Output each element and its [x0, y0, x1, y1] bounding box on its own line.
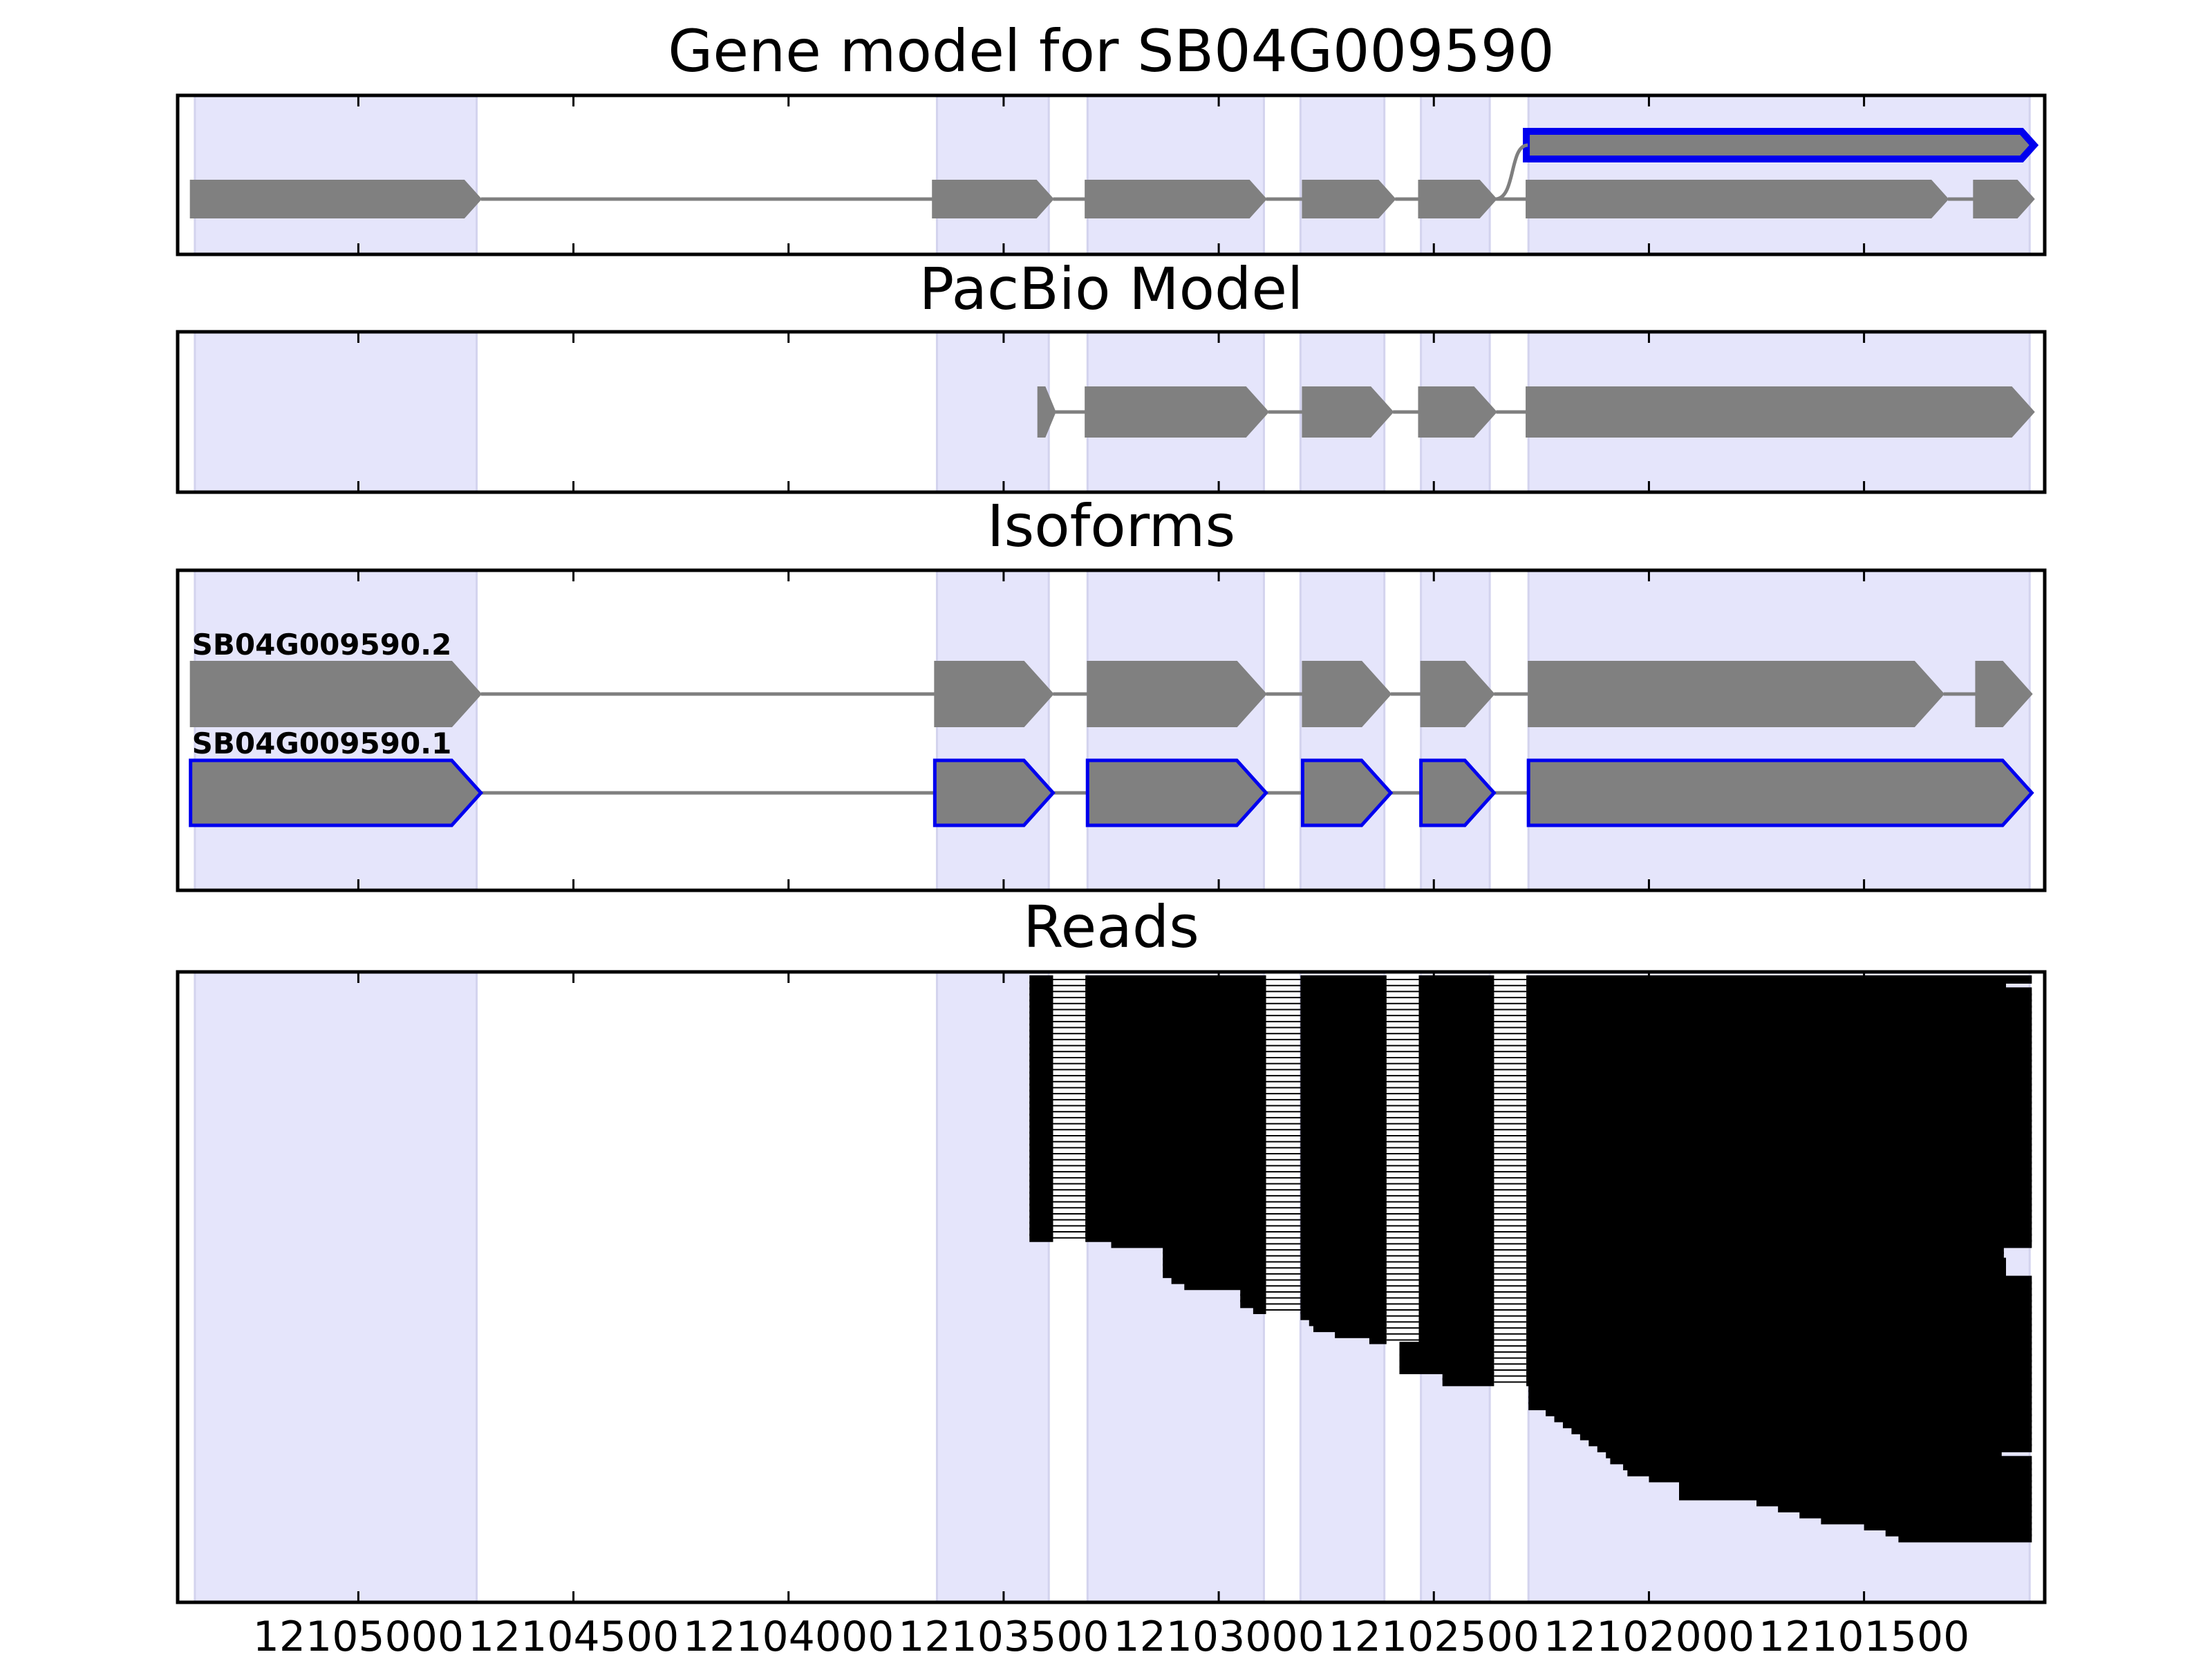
axis-ticks: [357, 95, 1866, 1602]
exon-block: [1418, 386, 1497, 438]
exon-block: [1526, 386, 2035, 438]
shaded-region: [194, 569, 478, 892]
isoform-connector: [1494, 143, 1528, 201]
exon-block: [1302, 180, 1396, 218]
gene-tracks: [189, 128, 2039, 827]
shaded-region: [1420, 569, 1491, 892]
exon-block: [1526, 758, 2034, 827]
shaded-region: [194, 330, 478, 494]
exon-block: [1300, 758, 1394, 827]
exon-block: [189, 661, 482, 727]
exon-block: [1975, 661, 2033, 727]
shaded-region: [935, 569, 1050, 892]
read-alignments: [1029, 975, 2032, 1543]
x-tick-label: 12104500: [468, 1613, 679, 1659]
read-segment: [1898, 1534, 2032, 1543]
read-segment: [1546, 1407, 2032, 1416]
read-segment: [1442, 1378, 1494, 1387]
shaded-region: [194, 971, 478, 1604]
shaded-region: [1527, 94, 2031, 256]
shaded-region: [1299, 569, 1386, 892]
panel-title: Reads: [1023, 893, 1199, 961]
exon-block: [1302, 386, 1394, 438]
exon-block: [1420, 661, 1495, 727]
exon-block: [934, 661, 1054, 727]
exon-block: [189, 180, 482, 218]
panel-title: PacBio Model: [919, 255, 1304, 323]
exon-block: [1085, 386, 1270, 438]
text-labels: Gene model for SB04G009590 PacBio Model Is…: [192, 17, 1970, 1659]
exon-block: [1418, 180, 1497, 218]
shaded-exon-regions: [194, 94, 2031, 1604]
panel-frame: [176, 568, 2047, 892]
panel-frame: [176, 93, 2047, 256]
shaded-region: [1420, 94, 1491, 256]
x-tick-label: 12102500: [1329, 1613, 1539, 1659]
isoform-label: SB04G009590.2: [192, 628, 452, 662]
exon-block: [1523, 128, 2039, 162]
exon-block: [932, 758, 1056, 827]
x-tick-label: 12101500: [1759, 1613, 1969, 1659]
exon-block: [1087, 661, 1267, 727]
shaded-region: [1086, 94, 1265, 256]
x-tick-label: 12105000: [253, 1613, 464, 1659]
panel-title: Gene model for SB04G009590: [668, 17, 1554, 85]
read-segment: [1369, 1335, 1387, 1344]
read-segment: [1029, 1233, 1053, 1242]
shaded-region: [935, 330, 1050, 494]
exon-block: [1302, 661, 1392, 727]
x-tick-label: 12103000: [1113, 1613, 1324, 1659]
shaded-region: [1086, 569, 1265, 892]
exon-block: [1085, 758, 1268, 827]
panel-frame: [176, 330, 2047, 494]
exon-block: [1037, 386, 1056, 438]
panel-frames: [176, 93, 2047, 1604]
x-tick-label: 12102000: [1544, 1613, 1754, 1659]
exon-block: [1419, 758, 1497, 827]
shaded-region: [935, 94, 1050, 256]
shaded-region: [1527, 569, 2031, 892]
panel-frame: [176, 970, 2047, 1604]
panel-title: Isoforms: [987, 492, 1236, 560]
x-tick-label: 12104000: [683, 1613, 894, 1659]
shaded-region: [1299, 94, 1386, 256]
exon-block: [189, 758, 484, 827]
read-segment: [1253, 1306, 1266, 1315]
exon-block: [1973, 180, 2035, 218]
x-tick-label: 12103500: [898, 1613, 1109, 1659]
exon-block: [1526, 180, 1949, 218]
exon-block: [1085, 180, 1267, 218]
exon-block: [932, 180, 1054, 218]
shaded-region: [194, 94, 478, 256]
isoform-label: SB04G009590.1: [192, 727, 452, 760]
exon-block: [1528, 661, 1945, 727]
